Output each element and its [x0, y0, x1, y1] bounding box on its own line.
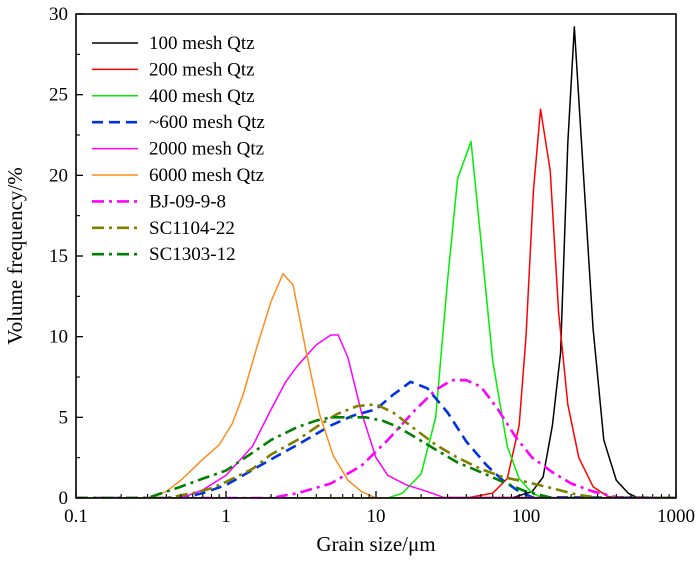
- series-line-6: [76, 273, 676, 498]
- series-line-9: [76, 416, 676, 498]
- legend-label: SC1104-22: [149, 218, 235, 239]
- x-axis-title: Grain size/μm: [316, 532, 435, 556]
- series-line-5: [76, 334, 676, 498]
- x-tick-label: 1: [221, 506, 231, 527]
- y-tick-label: 10: [49, 327, 68, 348]
- y-tick-label: 20: [49, 165, 68, 186]
- x-tick-label: 100: [512, 506, 541, 527]
- legend-label: 100 mesh Qtz: [149, 33, 255, 54]
- series-line-2: [76, 108, 676, 498]
- series-line-3: [76, 140, 676, 498]
- series-line-7: [76, 378, 676, 498]
- legend-label: 200 mesh Qtz: [149, 59, 255, 80]
- legend-label: 2000 mesh Qtz: [149, 139, 264, 160]
- x-tick-label: 1000: [657, 506, 695, 527]
- legend-label: 400 mesh Qtz: [149, 86, 255, 107]
- series-layer: [76, 26, 676, 498]
- y-tick-label: 15: [49, 246, 68, 267]
- legend-label: 6000 mesh Qtz: [149, 165, 264, 186]
- y-axis-title: Volume frequency/%: [3, 167, 27, 344]
- y-tick-label: 0: [59, 488, 69, 509]
- x-tick-label: 0.1: [64, 506, 88, 527]
- axis-ticks: 0 5 10 15 20 25 30 0.1 1 10 100 1000: [49, 4, 695, 527]
- y-tick-label: 25: [49, 85, 68, 106]
- series-line-4: [76, 380, 676, 498]
- x-tick-label: 10: [367, 506, 386, 527]
- series-line-8: [76, 403, 676, 498]
- legend: 100 mesh Qtz 200 mesh Qtz 400 mesh Qtz ~600…: [92, 33, 265, 265]
- legend-label: ~600 mesh Qtz: [149, 112, 265, 133]
- y-tick-label: 30: [49, 4, 68, 25]
- legend-label: SC1303-12: [149, 244, 236, 265]
- y-tick-label: 5: [59, 407, 69, 428]
- legend-label: BJ-09-9-8: [149, 191, 226, 212]
